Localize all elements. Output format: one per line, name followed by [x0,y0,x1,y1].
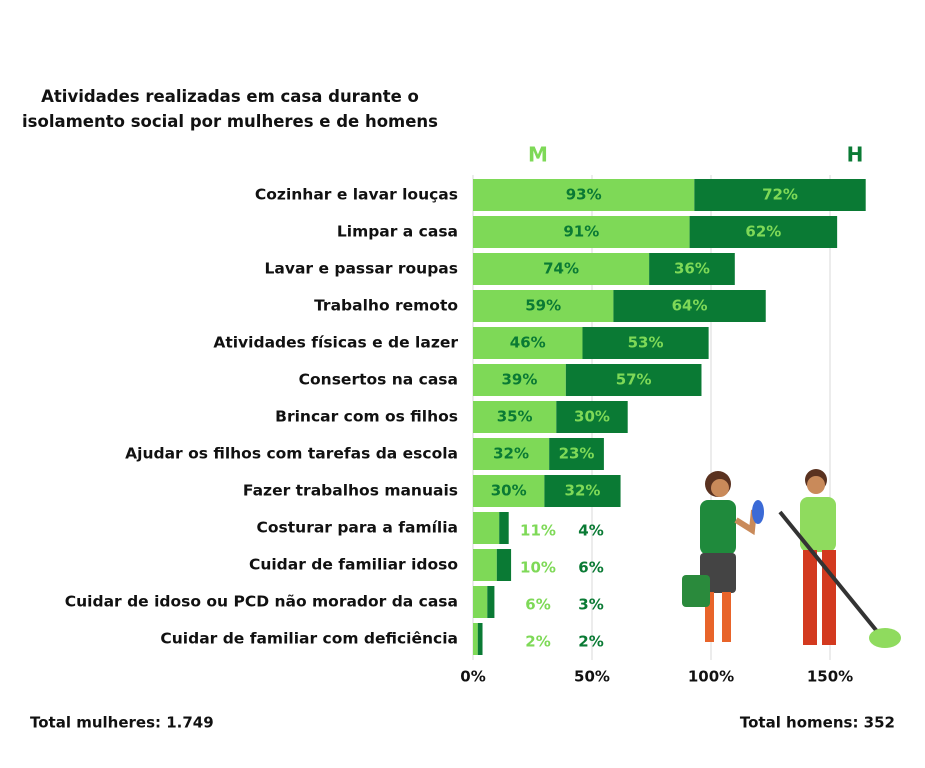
note: Total homens: 352 [740,714,895,732]
y-tick-label: Limpar a casa [337,223,458,241]
data-label: 93% [566,186,602,204]
bar-segment [613,290,766,322]
data-label: 35% [497,408,533,426]
data-label: 53% [628,334,664,352]
bar-segment [477,623,483,655]
data-label: 39% [501,371,537,389]
data-label: 64% [672,297,708,315]
data-label: 74% [543,260,579,278]
bar-segment [473,549,497,581]
y-tick-label: Atividades físicas e de lazer [213,334,458,352]
y-tick-label: Cuidar de idoso ou PCD não morador da ca… [65,593,458,611]
bar-segment [565,364,702,396]
data-label: 91% [563,223,599,241]
bar-segment [473,179,695,211]
y-tick-label: Brincar com os filhos [275,408,458,426]
bar-segment [487,586,495,618]
data-label: 46% [510,334,546,352]
bar-segment [473,216,690,248]
y-tick-label: Lavar e passar roupas [265,260,458,278]
data-label: 10% [520,559,556,577]
data-label: 30% [491,482,527,500]
data-label: 4% [578,522,603,540]
y-tick-label: Consertos na casa [299,371,458,389]
data-label: 2% [578,633,603,651]
data-label: 23% [559,445,595,463]
y-tick-label: Trabalho remoto [314,297,458,315]
data-label: 2% [525,633,550,651]
y-tick-label: Costurar para a família [257,519,459,537]
bar-segment [694,179,866,211]
bar-segment [649,253,735,285]
bar-segment [496,549,512,581]
bar-segment [582,327,709,359]
chart-title: Atividades realizadas em casa durante o … [22,87,438,131]
y-tick-label: Fazer trabalhos manuais [243,482,458,500]
illustration [682,469,901,648]
bar-segment [556,401,628,433]
data-label: 32% [493,445,529,463]
bar-segment [473,512,500,544]
data-label: 30% [574,408,610,426]
x-tick-label: 100% [688,668,734,686]
x-tick-label: 50% [574,668,610,686]
bar-segment [473,401,557,433]
x-tick-label: 150% [807,668,853,686]
bar-segment [549,438,604,470]
data-label: 57% [616,371,652,389]
y-tick-label: Cuidar de familiar idoso [249,556,458,574]
data-label: 6% [578,559,603,577]
data-label: 11% [520,522,556,540]
bar-segment [473,364,566,396]
y-tick-label: Ajudar os filhos com tarefas da escola [125,445,458,463]
y-tick-label: Cuidar de familiar com deficiência [160,630,458,648]
x-tick-label: 0% [460,668,485,686]
data-label: 59% [525,297,561,315]
data-label: 72% [762,186,798,204]
data-label: 6% [525,596,550,614]
legend-label: H [847,143,864,167]
bar-segment [473,253,650,285]
legend-label: M [528,143,548,167]
bar-segment [473,475,545,507]
bar-segment [499,512,509,544]
bar-segment [689,216,838,248]
y-tick-label: Cozinhar e lavar louças [255,186,458,204]
data-label: 32% [565,482,601,500]
data-label: 62% [745,223,781,241]
bar-segment [544,475,621,507]
bar-segment [473,623,478,655]
bar-segment [473,438,550,470]
data-label: 3% [578,596,603,614]
bar-segment [473,586,488,618]
note: Total mulheres: 1.749 [30,714,214,732]
bar-segment [473,327,583,359]
bar-segment [473,290,614,322]
data-label: 36% [674,260,710,278]
